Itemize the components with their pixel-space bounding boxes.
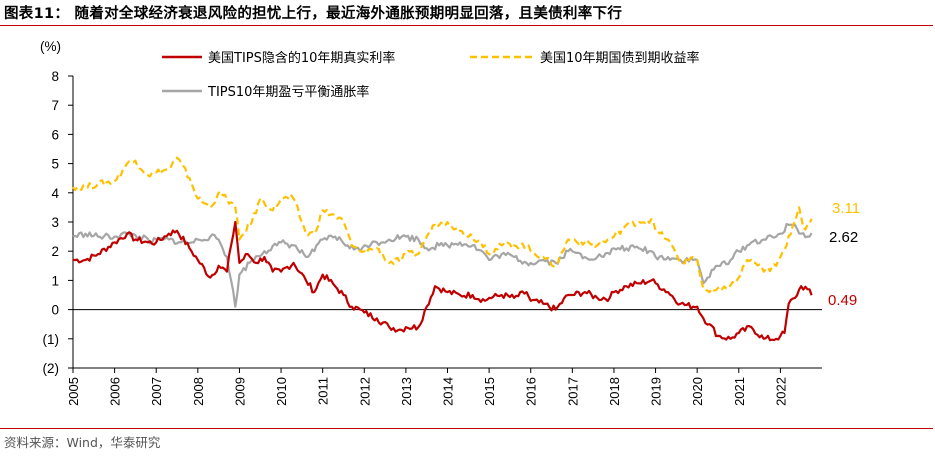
x-tick-label: 2021 [732,377,747,406]
x-tick-label: 2019 [649,377,664,406]
y-tick-label: 3 [51,215,59,230]
x-tick-label: 2005 [66,377,81,406]
x-tick-label: 2015 [482,377,497,406]
x-tick-label: 2014 [441,377,456,406]
source-note: 资料来源：Wind，华泰研究 [4,435,161,450]
x-tick-label: 2006 [108,377,123,406]
title-divider [0,25,933,26]
legend-label-3: TIPS10年期盈亏平衡通胀率 [207,84,369,100]
chart-title: 图表11： 随着对全球经济衰退风险的担忧上行，最近海外通胀预期明显回落，且美债利… [4,6,623,22]
x-tick-label: 2012 [357,377,372,406]
end-label-3: 2.62 [829,229,858,246]
x-tick-label: 2011 [316,377,331,405]
y-tick-label: 8 [51,69,59,84]
x-tick-label: 2016 [524,377,539,406]
y-tick-label: 5 [51,157,59,172]
series-line-1 [73,220,813,342]
end-label-1: 0.49 [828,292,857,309]
x-tick-label: 2007 [149,377,164,406]
x-tick-label: 2010 [274,377,289,406]
series-group [72,156,813,342]
x-tick-label: 2008 [191,377,206,406]
series-line-2 [72,156,813,294]
x-axis: 2005 2006 2007 2008 2009 2010 2011 2012 2013 2014… [66,309,822,406]
y-tick-label: 4 [51,186,59,201]
x-tick-label: 2013 [399,377,414,406]
end-labels: 0.49 3.11 2.62 [828,200,860,309]
line-chart: (%) 8 7 6 5 4 3 2 1 0 (1) (2) 2005 2006 2007 2008 2009… [40,39,860,406]
y-tick-label: 7 [51,98,59,113]
x-tick-label: 2022 [773,377,788,406]
source-divider [0,428,933,429]
y-axis-unit-label: (%) [40,39,61,54]
y-tick-label: 6 [51,127,59,142]
y-tick-label: 1 [51,273,59,288]
y-tick-label: 0 [51,303,59,318]
legend-label-1: 美国TIPS隐含的10年期真实利率 [208,50,395,66]
legend-label-2: 美国10年期国债到期收益率 [540,50,700,66]
y-tick-label: (1) [43,332,60,347]
end-label-2: 3.11 [832,200,860,217]
x-tick-label: 2009 [232,377,247,406]
y-tick-label: (2) [43,361,60,376]
y-axis: 8 7 6 5 4 3 2 1 0 (1) (2) [43,69,74,376]
x-tick-label: 2017 [565,377,580,406]
x-tick-label: 2020 [690,377,705,406]
y-tick-label: 2 [51,244,59,259]
legend: 美国TIPS隐含的10年期真实利率 美国10年期国债到期收益率 TIPS10年期盈亏… [162,50,700,100]
x-tick-label: 2018 [607,377,622,406]
